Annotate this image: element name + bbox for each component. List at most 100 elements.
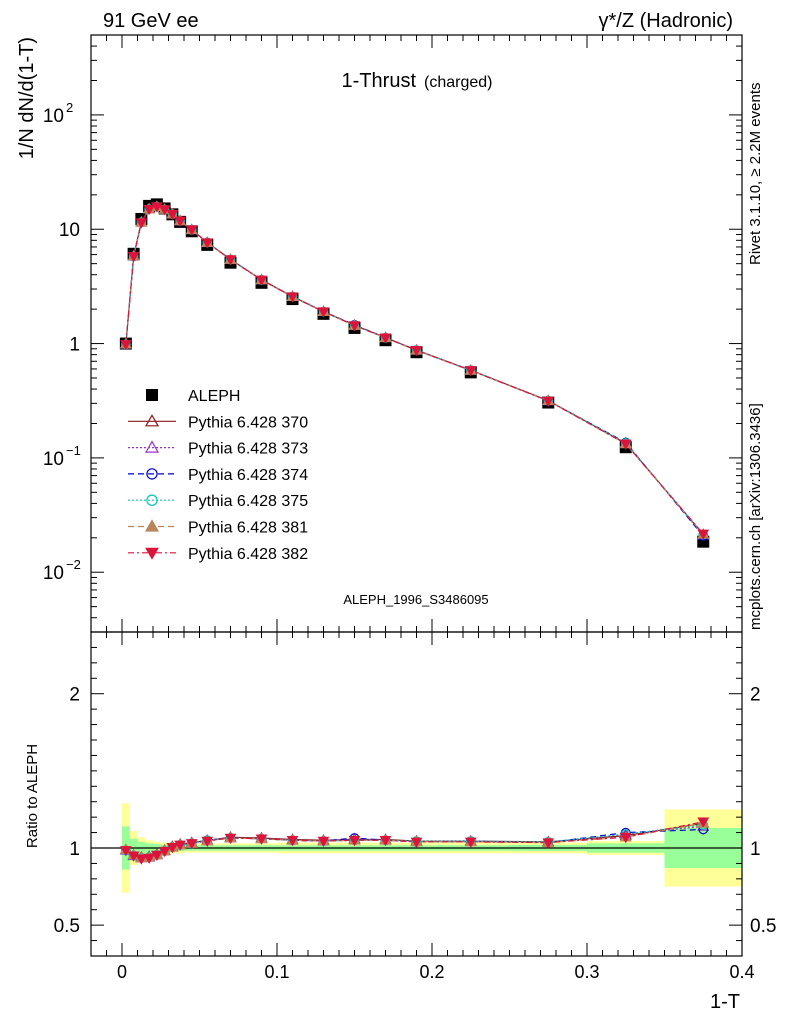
- data-point: [255, 275, 268, 286]
- series-line: [125, 206, 704, 536]
- data-point: [410, 346, 423, 357]
- data-point: [151, 202, 163, 213]
- data-point: [464, 837, 477, 848]
- data-point: [146, 468, 158, 480]
- data-point: [317, 836, 330, 848]
- data-point: [144, 440, 160, 453]
- legend-label: Pythia 6.428 381: [188, 520, 308, 537]
- ratio-tick-label: 1: [69, 839, 80, 860]
- source-label: mcplots.cern.ch [arXiv:1306.3436]: [747, 403, 764, 630]
- series-line: [125, 206, 704, 536]
- plot-title: 1-Thrust: [342, 70, 417, 92]
- data-point: [224, 833, 237, 844]
- legend-entry: Pythia 6.428 373: [128, 440, 308, 458]
- analysis-watermark: ALEPH_1996_S3486095: [343, 592, 488, 607]
- y-tick-exponent: 2: [66, 100, 73, 115]
- legend-entry: Pythia 6.428 374: [128, 467, 308, 484]
- x-tick-label: 0.3: [574, 962, 599, 982]
- legend: ALEPH Pythia 6.428 370 Pythia 6.428 373 Pyt…: [128, 388, 308, 563]
- ratio-tick-label: 2: [69, 685, 80, 706]
- data-point: [151, 850, 163, 861]
- plot-title-main: 1-Thrust: [342, 70, 417, 92]
- header-right: γ*/Z (Hadronic): [599, 10, 733, 32]
- legend-entry: ALEPH: [146, 388, 240, 405]
- legend-label: Pythia 6.428 382: [188, 546, 308, 563]
- y-tick-exponent: −1: [66, 443, 81, 458]
- data-point: [379, 333, 392, 344]
- data-point: [348, 321, 361, 332]
- ratio-tick-label: 0.5: [54, 916, 80, 937]
- data-point: [120, 340, 132, 351]
- data-point: [255, 834, 268, 845]
- data-point: [286, 836, 299, 847]
- data-point: [201, 238, 214, 249]
- data-point: [144, 519, 160, 532]
- y-tick-exponent: −2: [66, 557, 81, 572]
- x-tick-label: 0.4: [729, 962, 754, 982]
- series-line: [125, 205, 704, 535]
- header-left: 91 GeV ee: [103, 10, 199, 32]
- data-point: [144, 414, 160, 427]
- ratio-tick-label-right: 2: [750, 685, 761, 706]
- data-point: [146, 494, 158, 506]
- y-tick-label: 1: [69, 335, 80, 356]
- y-tick-label: 10: [43, 563, 64, 584]
- x-tick-label: 0: [117, 962, 127, 982]
- y-axis-label: 1/N dN/d(1-T): [16, 37, 38, 159]
- data-point: [201, 836, 214, 848]
- data-point: [348, 836, 361, 847]
- data-point: [127, 851, 140, 862]
- data-point: [146, 389, 158, 401]
- data-point: [542, 838, 555, 849]
- data-point: [166, 209, 179, 221]
- data-point: [697, 529, 710, 540]
- ratio-tick-label-right: 0.5: [750, 916, 776, 937]
- legend-label: Pythia 6.428 374: [188, 467, 308, 484]
- data-point: [224, 255, 237, 266]
- data-point: [185, 839, 198, 850]
- data-point: [697, 817, 710, 828]
- y-tick-label: 10: [43, 106, 64, 127]
- legend-entry: Pythia 6.428 382: [128, 546, 308, 563]
- data-point: [174, 216, 186, 227]
- data-point: [135, 854, 148, 865]
- ratio-panel: 0 0.1 0.2 0.3 0.4 0.5 0.5 1 1 2 2 Ratio to ALEPH 1…: [24, 631, 776, 1013]
- rivet-label: Rivet 3.1.10, ≥ 2.2M events: [747, 83, 764, 266]
- x-tick-label: 0.2: [419, 962, 444, 982]
- data-point: [619, 832, 632, 844]
- data-point: [143, 853, 155, 865]
- legend-entry: Pythia 6.428 381: [128, 519, 308, 537]
- data-point: [143, 204, 155, 216]
- legend-label: Pythia 6.428 370: [188, 414, 308, 431]
- x-axis-label: 1-T: [710, 991, 740, 1013]
- series-line: [125, 206, 704, 535]
- data-point: [542, 396, 555, 407]
- data-point: [185, 225, 198, 236]
- main-frame: [90, 34, 743, 633]
- data-point: [410, 837, 423, 848]
- legend-entry: Pythia 6.428 370: [128, 414, 308, 431]
- ratio-axis-label: Ratio to ALEPH: [24, 744, 41, 848]
- data-point: [464, 366, 477, 377]
- legend-entry: Pythia 6.428 375: [128, 493, 308, 510]
- data-point: [145, 547, 159, 560]
- data-point: [286, 292, 299, 303]
- legend-label: Pythia 6.428 373: [188, 441, 308, 458]
- y-tick-label: 10: [59, 220, 80, 241]
- data-point: [379, 836, 392, 847]
- series-line: [125, 206, 704, 535]
- ratio-tick-label-right: 1: [750, 839, 761, 860]
- data-point: [174, 840, 186, 851]
- data-point: [317, 307, 330, 318]
- data-point: [158, 846, 171, 858]
- data-point: [120, 846, 132, 857]
- legend-label: ALEPH: [188, 388, 240, 405]
- series-line: [125, 206, 704, 537]
- y-tick-label: 10: [43, 449, 64, 470]
- data-point: [166, 842, 179, 854]
- data-point: [619, 439, 632, 450]
- x-tick-label: 0.1: [264, 962, 289, 982]
- data-point: [127, 252, 140, 263]
